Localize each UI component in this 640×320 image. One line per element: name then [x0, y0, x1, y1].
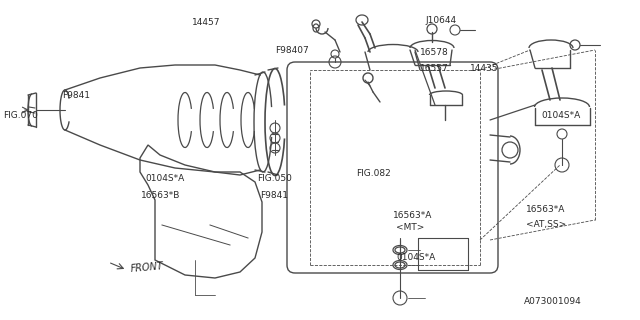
Text: A073001094: A073001094 [524, 298, 582, 307]
Text: J10644: J10644 [425, 15, 456, 25]
Text: <MT>: <MT> [396, 223, 424, 233]
Text: FIG.082: FIG.082 [356, 169, 391, 178]
FancyBboxPatch shape [287, 62, 498, 273]
Text: FRONT: FRONT [130, 261, 164, 275]
Text: F9841: F9841 [62, 91, 90, 100]
Text: 0104S*A: 0104S*A [145, 173, 184, 182]
Text: F9841: F9841 [260, 190, 288, 199]
Text: 0104S*A: 0104S*A [396, 252, 435, 261]
Text: FIG.050: FIG.050 [257, 173, 292, 182]
Text: 16563*A: 16563*A [393, 211, 433, 220]
Text: F98407: F98407 [275, 45, 308, 54]
Text: 16557: 16557 [420, 63, 449, 73]
Text: 0104S*A: 0104S*A [541, 110, 580, 119]
Text: 16563*A: 16563*A [526, 205, 565, 214]
Text: 16578: 16578 [420, 47, 449, 57]
Text: FIG.070: FIG.070 [3, 110, 38, 119]
Text: 14435: 14435 [470, 63, 499, 73]
Text: <AT,SS>: <AT,SS> [526, 220, 566, 228]
Text: 16563*B: 16563*B [141, 191, 180, 201]
Text: 14457: 14457 [192, 18, 221, 27]
